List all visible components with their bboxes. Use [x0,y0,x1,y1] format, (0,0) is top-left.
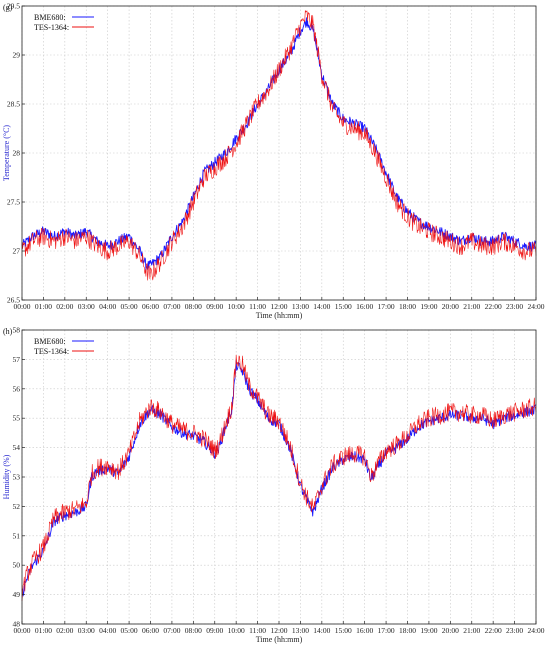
x-tick-label: 03:00 [78,302,95,311]
chart-panel-0: 00:00 01:00 02:00 03:00 04:00 05:00 06:00 07:00… [2,2,545,321]
legend-entry-0: BME680: [34,337,66,346]
x-tick-label: 22:00 [485,626,502,635]
x-tick-label: 13:00 [292,302,309,311]
legend-entry-1: TES-1364: [34,23,69,32]
x-tick-label: 04:00 [99,302,116,311]
x-tick-label: 24:00 [527,302,544,311]
x-tick-label: 23:00 [506,626,523,635]
x-tick-label: 07:00 [163,302,180,311]
x-tick-label: 20:00 [442,626,459,635]
x-tick-label: 11:00 [249,626,266,635]
x-tick-label: 00:00 [13,626,30,635]
x-tick-label: 14:00 [313,302,330,311]
y-tick-label: 28.5 [7,100,20,109]
y-tick-label: 27.5 [7,198,20,207]
y-tick-label: 55 [13,414,21,423]
y-axis-label: Humidity (%) [2,454,11,499]
x-tick-label: 18:00 [399,626,416,635]
x-tick-label: 12:00 [270,302,287,311]
legend: BME680:TES-1364: [34,337,94,356]
y-tick-label: 54 [13,443,21,452]
x-tick-label: 09:00 [206,626,223,635]
y-tick-label: 29 [13,51,21,60]
x-tick-label: 21:00 [463,626,480,635]
x-tick-label: 03:00 [78,626,95,635]
y-tick-label: 26.5 [7,296,20,305]
y-tick-label: 48 [13,620,21,629]
y-tick-label: 56 [13,384,21,393]
x-axis-label: Time (hh:mm) [256,635,303,644]
x-tick-label: 17:00 [378,302,395,311]
legend-entry-1: TES-1364: [34,347,69,356]
x-tick-label: 11:00 [249,302,266,311]
x-tick-label: 08:00 [185,302,202,311]
x-tick-label: 01:00 [35,626,52,635]
x-tick-label: 02:00 [56,626,73,635]
y-tick-label: 28 [13,149,21,158]
x-tick-label: 21:00 [463,302,480,311]
x-tick-label: 19:00 [420,302,437,311]
x-tick-label: 07:00 [163,626,180,635]
y-tick-label: 52 [13,502,21,511]
panel-label: (g) [3,3,13,12]
y-axis-label: Temperature (°C) [2,125,11,182]
y-tick-label: 29.5 [7,2,20,11]
x-tick-label: 15:00 [335,626,352,635]
x-tick-label: 05:00 [121,626,138,635]
x-tick-label: 02:00 [56,302,73,311]
legend: BME680:TES-1364: [34,13,94,32]
legend-entry-0: BME680: [34,13,66,22]
x-tick-label: 22:00 [485,302,502,311]
y-tick-label: 58 [13,326,21,335]
grid [21,5,537,301]
x-tick-label: 06:00 [142,626,159,635]
x-tick-label: 08:00 [185,626,202,635]
x-tick-label: 16:00 [356,626,373,635]
x-tick-label: 13:00 [292,626,309,635]
x-tick-label: 23:00 [506,302,523,311]
y-tick-label: 57 [13,355,21,364]
y-tick-label: 27 [13,247,21,256]
x-tick-label: 10:00 [228,302,245,311]
x-tick-label: 06:00 [142,302,159,311]
x-tick-label: 14:00 [313,626,330,635]
x-tick-label: 04:00 [99,626,116,635]
y-tick-label: 50 [13,561,21,570]
x-tick-label: 12:00 [270,626,287,635]
x-tick-label: 09:00 [206,302,223,311]
x-tick-label: 24:00 [527,626,544,635]
x-tick-label: 17:00 [378,626,395,635]
y-tick-label: 53 [13,473,21,482]
x-tick-label: 16:00 [356,302,373,311]
y-tick-label: 49 [13,590,21,599]
y-tick-label: 51 [13,531,21,540]
x-tick-label: 01:00 [35,302,52,311]
series-line-1 [21,10,537,281]
x-tick-label: 18:00 [399,302,416,311]
x-tick-label: 00:00 [13,302,30,311]
x-tick-label: 20:00 [442,302,459,311]
series-line-1 [21,354,537,602]
x-tick-label: 15:00 [335,302,352,311]
x-tick-label: 05:00 [121,302,138,311]
x-tick-label: 10:00 [228,626,245,635]
x-axis-label: Time (hh:mm) [256,311,303,320]
panel-label: (h) [3,327,13,336]
grid [21,329,537,625]
x-tick-label: 19:00 [420,626,437,635]
chart-panel-1: 00:00 01:00 02:00 03:00 04:00 05:00 06:00 07:00… [2,326,545,645]
